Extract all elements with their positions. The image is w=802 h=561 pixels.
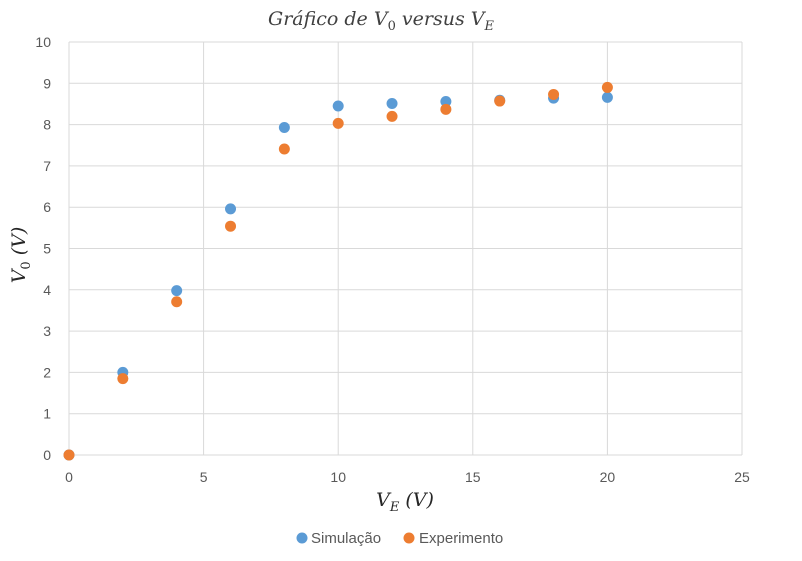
y-tick-labels: 0 1 2 3 4 5 6 7 8 9 10 xyxy=(35,34,51,463)
y-tick-label-5: 5 xyxy=(43,241,51,257)
point-series-0-5 xyxy=(332,100,344,112)
point-series-0-2 xyxy=(171,285,183,297)
legend-label-0: Simulação xyxy=(311,530,381,547)
y-axis-title: V0 (V) xyxy=(8,227,34,284)
x-tick-label-2: 10 xyxy=(330,469,346,485)
point-series-0-3 xyxy=(225,203,237,215)
y-tick-label-9: 9 xyxy=(43,75,51,91)
y-tick-label-0: 0 xyxy=(43,447,51,463)
y-tick-label-2: 2 xyxy=(43,364,51,380)
x-axis-title: VE (V) xyxy=(376,489,434,515)
point-series-0-6 xyxy=(386,98,398,110)
x-tick-label-4: 20 xyxy=(600,469,616,485)
y-tick-label-1: 1 xyxy=(43,406,51,422)
y-tick-label-8: 8 xyxy=(43,117,51,133)
x-tick-label-5: 25 xyxy=(734,469,750,485)
y-tick-label-3: 3 xyxy=(43,323,51,339)
legend-label-1: Experimento xyxy=(419,530,503,547)
point-series-1-0 xyxy=(63,449,75,461)
point-series-1-9 xyxy=(548,88,560,100)
point-series-1-2 xyxy=(171,296,183,308)
point-series-1-3 xyxy=(225,220,237,232)
point-series-1-1 xyxy=(117,373,129,385)
x-tick-label-0: 0 xyxy=(65,469,73,485)
point-series-1-8 xyxy=(494,95,506,107)
legend-marker-0 xyxy=(296,532,308,544)
chart-title: Gráfico de V0 versus VE xyxy=(268,8,494,34)
legend-marker-1 xyxy=(403,532,415,544)
data-points xyxy=(63,81,613,461)
y-tick-label-10: 10 xyxy=(35,34,51,50)
x-tick-label-1: 5 xyxy=(200,469,208,485)
y-tick-label-6: 6 xyxy=(43,199,51,215)
point-series-1-4 xyxy=(278,143,290,155)
point-series-1-5 xyxy=(332,117,344,129)
y-tick-label-4: 4 xyxy=(43,282,51,298)
point-series-1-10 xyxy=(601,81,613,93)
point-series-0-4 xyxy=(278,121,290,133)
grid xyxy=(68,41,743,456)
point-series-1-6 xyxy=(386,110,398,122)
point-series-1-7 xyxy=(440,103,452,115)
point-series-0-10 xyxy=(601,91,613,103)
point-series-0-7 xyxy=(440,95,452,107)
series-1 xyxy=(63,81,613,461)
legend: Simulação Experimento xyxy=(296,530,503,547)
y-tick-label-7: 7 xyxy=(43,158,51,174)
x-tick-labels: 0 5 10 15 20 25 xyxy=(65,469,750,485)
x-tick-label-3: 15 xyxy=(465,469,481,485)
